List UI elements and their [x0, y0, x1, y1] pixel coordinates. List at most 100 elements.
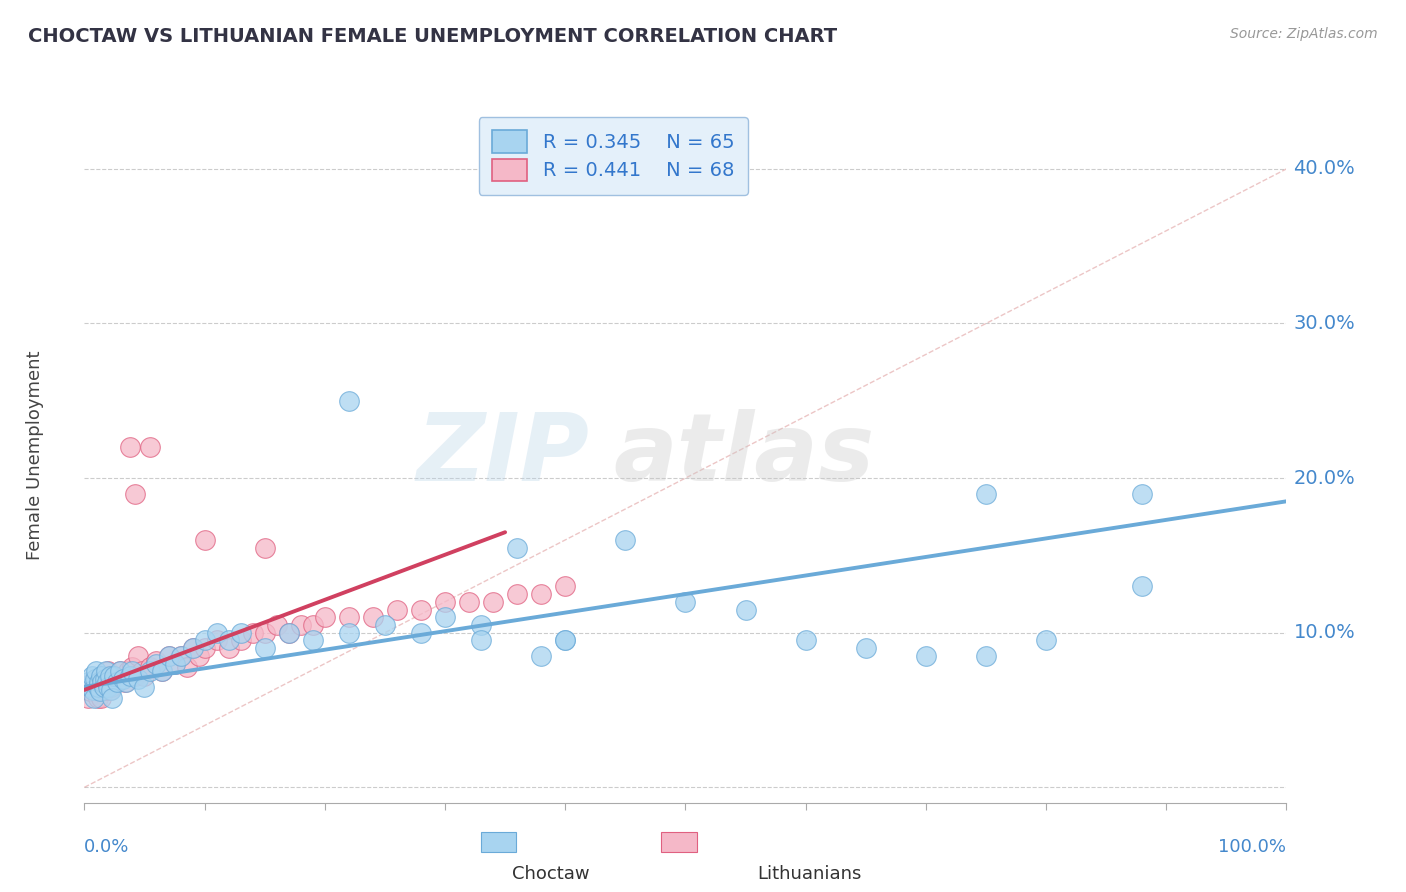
Point	[96, 669, 118, 683]
Point	[530, 648, 553, 663]
Text: Lithuanians: Lithuanians	[758, 865, 862, 883]
Point	[734, 602, 756, 616]
Point	[86, 690, 108, 705]
Point	[337, 625, 360, 640]
Point	[115, 675, 138, 690]
Point	[194, 633, 217, 648]
Point	[124, 669, 146, 683]
Text: 40.0%: 40.0%	[1294, 160, 1355, 178]
Point	[385, 602, 408, 616]
Point	[100, 682, 122, 697]
Point	[506, 541, 529, 555]
Point	[194, 533, 217, 547]
Point	[152, 665, 174, 679]
Text: Female Unemployment: Female Unemployment	[27, 351, 44, 559]
Point	[94, 665, 117, 679]
Point	[470, 633, 492, 648]
Point	[134, 669, 156, 683]
Point	[253, 641, 276, 656]
Point	[86, 680, 108, 694]
Point	[101, 675, 124, 690]
Point	[301, 633, 323, 648]
Point	[506, 587, 529, 601]
Point	[110, 665, 132, 679]
Point	[314, 610, 336, 624]
Point	[145, 657, 167, 671]
Point	[169, 648, 191, 663]
Point	[434, 610, 457, 624]
Text: Choctaw: Choctaw	[512, 865, 589, 883]
Point	[96, 675, 118, 690]
Point	[218, 641, 240, 656]
Point	[77, 690, 100, 705]
Point	[530, 587, 553, 601]
Text: CHOCTAW VS LITHUANIAN FEMALE UNEMPLOYMENT CORRELATION CHART: CHOCTAW VS LITHUANIAN FEMALE UNEMPLOYMEN…	[28, 27, 837, 45]
Point	[187, 648, 209, 663]
Point	[76, 682, 98, 697]
Point	[409, 602, 432, 616]
Point	[974, 648, 997, 663]
Text: 0.0%: 0.0%	[84, 838, 129, 856]
Point	[554, 633, 576, 648]
Point	[105, 675, 128, 690]
Point	[100, 680, 122, 694]
Point	[169, 648, 191, 663]
Point	[139, 440, 162, 454]
Point	[337, 393, 360, 408]
Point	[101, 690, 124, 705]
Point	[79, 684, 101, 698]
Text: 20.0%: 20.0%	[1294, 468, 1355, 488]
Point	[229, 625, 252, 640]
Point	[157, 648, 180, 663]
Point	[91, 680, 114, 694]
Point	[229, 633, 252, 648]
Point	[118, 440, 141, 454]
Point	[83, 680, 105, 694]
Point	[111, 669, 134, 683]
Point	[218, 633, 240, 648]
Point	[98, 669, 121, 683]
Point	[94, 672, 117, 686]
Point	[277, 625, 299, 640]
Point	[205, 633, 228, 648]
Point	[127, 672, 149, 686]
Point	[253, 625, 276, 640]
Point	[124, 486, 146, 500]
Point	[205, 625, 228, 640]
Point	[77, 675, 100, 690]
Point	[105, 675, 128, 690]
Point	[84, 675, 107, 690]
Point	[94, 682, 117, 697]
Point	[94, 675, 117, 690]
Point	[131, 665, 153, 679]
Point	[794, 633, 817, 648]
Point	[93, 680, 115, 694]
Text: Source: ZipAtlas.com: Source: ZipAtlas.com	[1230, 27, 1378, 41]
Point	[89, 684, 111, 698]
Text: atlas: atlas	[613, 409, 875, 501]
Point	[98, 682, 121, 697]
Point	[87, 675, 110, 690]
Point	[84, 672, 107, 686]
Point	[82, 682, 104, 697]
Point	[139, 659, 162, 673]
Point	[90, 669, 112, 683]
Point	[290, 618, 312, 632]
Point	[163, 657, 186, 671]
Point	[83, 690, 105, 705]
Point	[176, 659, 198, 673]
Point	[361, 610, 384, 624]
Point	[121, 659, 143, 673]
Point	[409, 625, 432, 640]
Text: 10.0%: 10.0%	[1294, 624, 1355, 642]
Point	[163, 657, 186, 671]
Point	[157, 648, 180, 663]
Point	[80, 669, 103, 683]
Point	[139, 665, 162, 679]
Point	[1035, 633, 1057, 648]
Point	[194, 641, 217, 656]
Point	[111, 672, 134, 686]
Point	[458, 595, 481, 609]
Point	[1130, 579, 1153, 593]
Point	[301, 618, 323, 632]
